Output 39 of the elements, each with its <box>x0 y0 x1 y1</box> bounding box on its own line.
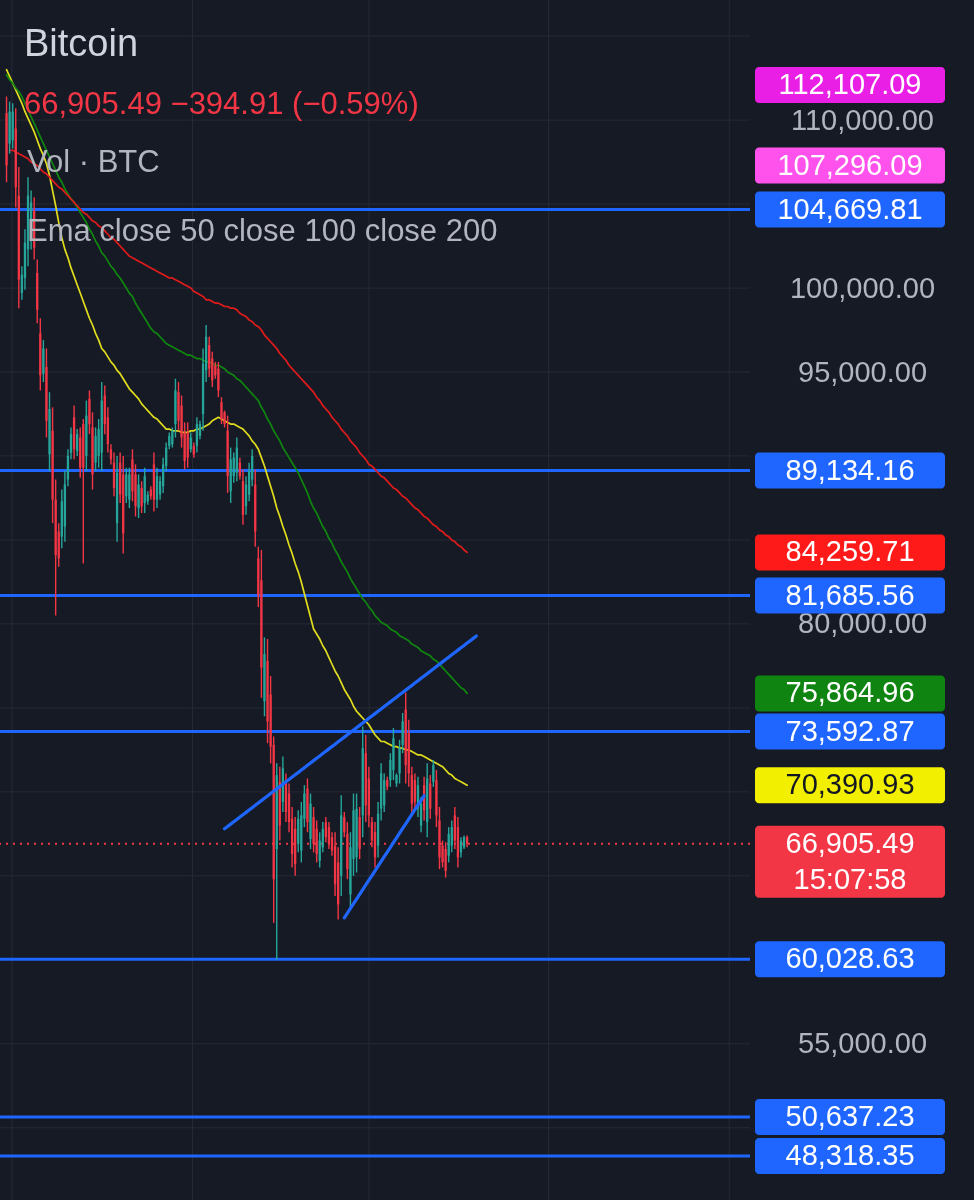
text: 66,905.49 −394.91 (−0.59%) <box>24 86 419 121</box>
candlestick <box>306 777 309 833</box>
candlestick <box>174 378 177 439</box>
candlestick <box>8 100 11 155</box>
y-tick-label: 110,000.00 <box>791 103 934 136</box>
candlestick <box>48 391 51 472</box>
y-tick-label: 95,000.00 <box>797 355 928 388</box>
candlestick <box>5 95 8 183</box>
candlestick <box>355 792 358 874</box>
candlestick <box>140 480 143 514</box>
candlestick <box>220 396 223 425</box>
candlestick <box>260 549 263 699</box>
text: 84,259.71 <box>785 535 915 568</box>
ref-line-label: 60,028.63 <box>785 942 915 975</box>
candlestick <box>45 347 48 439</box>
text: 107,296.09 <box>777 148 923 181</box>
candlestick <box>263 636 266 718</box>
text: Bitcoin <box>24 22 139 64</box>
ref-line-label: 50,637.23 <box>785 1100 915 1133</box>
text: 70,390.93 <box>785 768 915 801</box>
candlestick <box>137 473 140 519</box>
candlestick <box>128 467 131 509</box>
candlestick <box>42 339 45 383</box>
ref-line-label: 73,592.87 <box>785 714 915 747</box>
candlestick <box>226 414 229 494</box>
candlestick <box>85 399 88 472</box>
text: 75,864.96 <box>785 676 915 709</box>
ref-line-label: 89,134.16 <box>785 453 915 486</box>
candlestick <box>309 792 312 850</box>
text: 112,107.09 <box>778 68 922 100</box>
candlestick <box>358 806 361 860</box>
y-tick-label: 100,000.00 <box>789 271 936 304</box>
candlestick <box>217 361 220 398</box>
ref-line-label: 81,685.56 <box>785 578 915 611</box>
ref-line-label: 66,905.49 15:07:58 <box>785 826 915 895</box>
ref-line-label: 104,669.81 <box>777 192 923 225</box>
candlestick <box>450 819 453 854</box>
y-tick-label: 55,000.00 <box>797 1027 928 1060</box>
ref-line-label: 48,318.35 <box>785 1139 915 1172</box>
